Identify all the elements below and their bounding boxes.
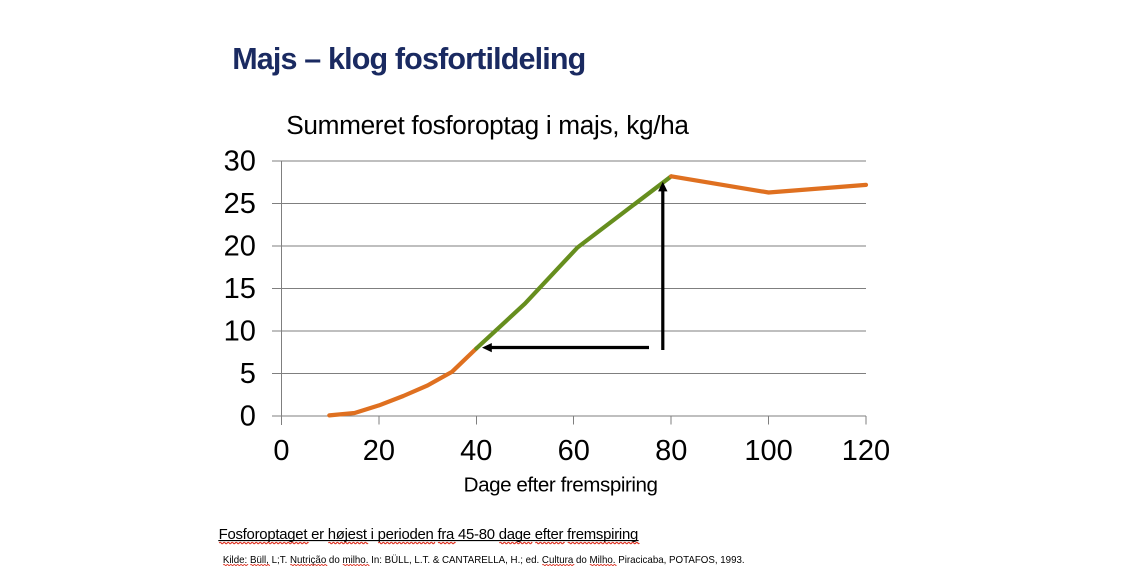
svg-text:80: 80 bbox=[655, 435, 687, 467]
svg-text:Majs – klog fosfortildeling: Majs – klog fosfortildeling bbox=[232, 42, 585, 76]
svg-text:20: 20 bbox=[224, 230, 256, 262]
svg-text:Summeret fosforoptag i majs, k: Summeret fosforoptag i majs, kg/ha bbox=[286, 110, 689, 140]
svg-text:30: 30 bbox=[224, 145, 256, 177]
svg-text:25: 25 bbox=[224, 188, 256, 220]
svg-text:20: 20 bbox=[363, 435, 395, 467]
svg-text:40: 40 bbox=[460, 435, 492, 467]
svg-text:100: 100 bbox=[744, 435, 792, 467]
svg-text:60: 60 bbox=[558, 435, 590, 467]
svg-text:Kilde: Büll, L;T. Nutrição do: Kilde: Büll, L;T. Nutrição do milho. In:… bbox=[223, 555, 745, 566]
svg-text:10: 10 bbox=[224, 315, 256, 347]
svg-text:120: 120 bbox=[842, 435, 890, 467]
svg-text:Fosforoptaget er højest i peri: Fosforoptaget er højest i perioden fra 4… bbox=[219, 527, 638, 543]
svg-text:0: 0 bbox=[240, 400, 256, 432]
svg-text:5: 5 bbox=[240, 358, 256, 390]
svg-text:15: 15 bbox=[224, 273, 256, 305]
svg-text:0: 0 bbox=[273, 435, 289, 467]
svg-text:Dage efter fremspiring: Dage efter fremspiring bbox=[464, 474, 658, 497]
